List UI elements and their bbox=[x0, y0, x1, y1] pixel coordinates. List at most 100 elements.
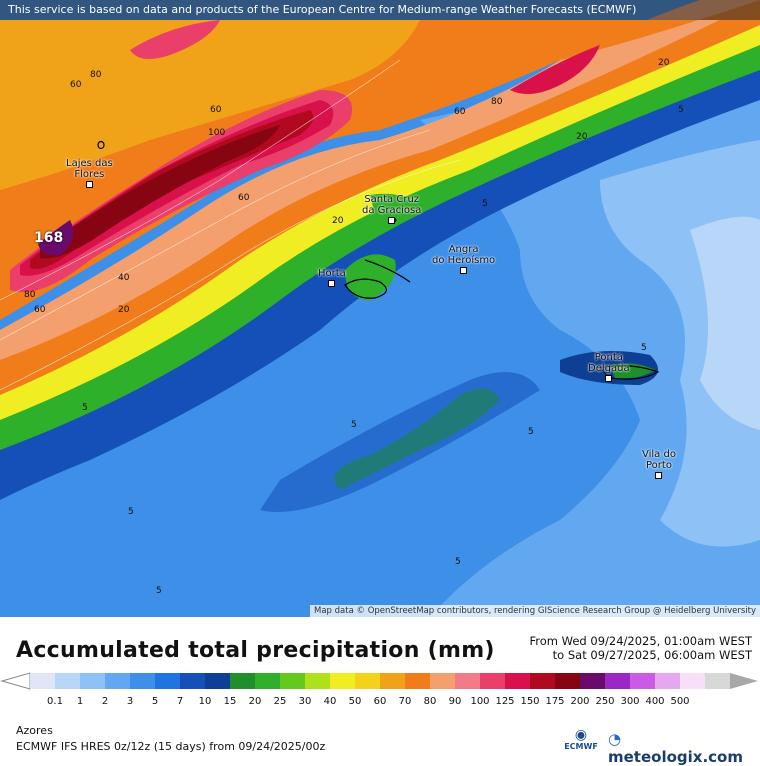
ecmwf-logo[interactable]: ◉ ECMWF bbox=[560, 728, 602, 751]
legend-swatch bbox=[405, 673, 431, 689]
precipitation-map[interactable]: This service is based on data and produc… bbox=[0, 0, 760, 617]
legend-swatch bbox=[530, 673, 556, 689]
contour-label: 20 bbox=[332, 216, 344, 226]
period-from: From Wed 09/24/2025, 01:00am WEST bbox=[529, 634, 752, 648]
legend-swatch bbox=[80, 673, 106, 689]
place-name: Lajes das bbox=[66, 158, 113, 169]
place-marker-icon bbox=[655, 472, 663, 479]
legend-swatch bbox=[330, 673, 356, 689]
ecmwf-notice: This service is based on data and produc… bbox=[0, 0, 760, 20]
legend-tick-label: 80 bbox=[423, 696, 437, 707]
legend-swatch bbox=[680, 673, 706, 689]
legend-swatch bbox=[455, 673, 481, 689]
contour-label: 5 bbox=[351, 420, 357, 430]
legend-swatch bbox=[205, 673, 231, 689]
contour-label: 20 bbox=[576, 132, 588, 142]
legend-tick-label: 150 bbox=[520, 696, 540, 707]
legend-swatch bbox=[30, 673, 56, 689]
legend-tick-label: 10 bbox=[198, 696, 212, 707]
legend-tick-label: 40 bbox=[323, 696, 337, 707]
legend-swatch bbox=[130, 673, 156, 689]
period-to: to Sat 09/27/2025, 06:00am WEST bbox=[552, 648, 752, 662]
legend-tick-label: 125 bbox=[495, 696, 515, 707]
place-santa-cruz-da-graciosa[interactable]: Santa Cruz da Graciosa bbox=[362, 194, 421, 227]
contour-label: 60 bbox=[210, 105, 222, 115]
place-angra-do-heroismo[interactable]: Angra do Heroísmo bbox=[432, 244, 495, 277]
legend-swatch bbox=[55, 673, 81, 689]
legend-swatch bbox=[105, 673, 131, 689]
legend-tick-label: 300 bbox=[620, 696, 640, 707]
legend-tick-label: 250 bbox=[595, 696, 615, 707]
legend-tick-label: 7 bbox=[176, 696, 184, 707]
contour-label: 5 bbox=[678, 105, 684, 115]
legend-swatch bbox=[255, 673, 281, 689]
legend-swatch bbox=[180, 673, 206, 689]
legend-tick-label: 20 bbox=[248, 696, 262, 707]
precipitation-field bbox=[0, 0, 760, 617]
contour-label: 5 bbox=[156, 586, 162, 596]
precipitation-legend-bar bbox=[0, 672, 758, 690]
legend-swatch bbox=[655, 673, 681, 689]
legend-swatch bbox=[555, 673, 581, 689]
legend-swatch bbox=[705, 673, 731, 689]
place-vila-do-porto[interactable]: Vila do Porto bbox=[642, 449, 676, 482]
legend-tick-label: 1 bbox=[76, 696, 84, 707]
place-marker-icon bbox=[388, 217, 396, 224]
region-label: Azores bbox=[16, 724, 53, 737]
legend-swatch bbox=[155, 673, 181, 689]
contour-label: 20 bbox=[118, 305, 130, 315]
meteologix-logo[interactable]: ◔ meteologix.com bbox=[608, 730, 760, 766]
place-marker-icon bbox=[460, 267, 468, 274]
legend-swatch bbox=[305, 673, 331, 689]
legend-tick-label: 200 bbox=[570, 696, 590, 707]
contour-label: 60 bbox=[70, 80, 82, 90]
forecast-period: From Wed 09/24/2025, 01:00am WEST to Sat… bbox=[530, 634, 752, 662]
place-name-2: Delgada bbox=[588, 363, 630, 374]
legend-swatch bbox=[355, 673, 381, 689]
place-horta[interactable]: Horta bbox=[318, 268, 346, 290]
contour-label: 5 bbox=[128, 507, 134, 517]
place-name: Vila do bbox=[642, 449, 676, 460]
place-marker-icon bbox=[85, 181, 93, 188]
place-ponta-delgada[interactable]: Ponta Delgada bbox=[588, 352, 630, 385]
legend-tick-label: 70 bbox=[398, 696, 412, 707]
contour-label: 5 bbox=[482, 199, 488, 209]
meteologix-logo-text: meteologix.com bbox=[608, 748, 743, 766]
max-value-label: 168 bbox=[34, 230, 64, 246]
legend-tick-label: 500 bbox=[670, 696, 690, 707]
contour-label: 5 bbox=[455, 557, 461, 567]
place-marker-icon bbox=[605, 375, 613, 382]
legend-tick-label: 15 bbox=[223, 696, 237, 707]
legend-swatch bbox=[480, 673, 506, 689]
contour-label: 40 bbox=[118, 273, 130, 283]
contour-label: 5 bbox=[641, 343, 647, 353]
legend-tick-label: 25 bbox=[273, 696, 287, 707]
model-info: ECMWF IFS HRES 0z/12z (15 days) from 09/… bbox=[16, 740, 326, 753]
place-name: Santa Cruz bbox=[364, 194, 420, 205]
legend-tick-label: 175 bbox=[545, 696, 565, 707]
contour-label: 80 bbox=[491, 97, 503, 107]
legend-arrow-high bbox=[730, 673, 758, 689]
place-name: Horta bbox=[318, 268, 346, 279]
ecmwf-logo-text: ECMWF bbox=[564, 742, 598, 751]
legend-swatch bbox=[380, 673, 406, 689]
legend-tick-label: 400 bbox=[645, 696, 665, 707]
legend-tick-label: 0.1 bbox=[47, 696, 63, 707]
legend-ticks: 0.1 1 2 3 5 7 10 15 20 25 30 40 50 60 70 80 90 100 125 150 1… bbox=[0, 696, 760, 710]
legend-tick-label: 5 bbox=[151, 696, 159, 707]
legend-tick-label: 3 bbox=[126, 696, 134, 707]
legend-swatch bbox=[505, 673, 531, 689]
place-lajes-das-flores[interactable]: Lajes das Flores bbox=[66, 158, 113, 191]
place-marker-icon bbox=[328, 280, 336, 287]
place-name-2: da Graciosa bbox=[362, 205, 422, 216]
legend-tick-label: 50 bbox=[348, 696, 362, 707]
legend-swatch bbox=[430, 673, 456, 689]
legend-tick-label: 100 bbox=[470, 696, 490, 707]
place-name-2: do Heroísmo bbox=[432, 255, 496, 266]
contour-label: 20 bbox=[658, 58, 670, 68]
contour-label: 80 bbox=[24, 290, 36, 300]
legend-swatch bbox=[580, 673, 606, 689]
ecmwf-logo-icon: ◉ bbox=[574, 727, 588, 743]
contour-label: 5 bbox=[82, 403, 88, 413]
contour-label: 5 bbox=[528, 427, 534, 437]
